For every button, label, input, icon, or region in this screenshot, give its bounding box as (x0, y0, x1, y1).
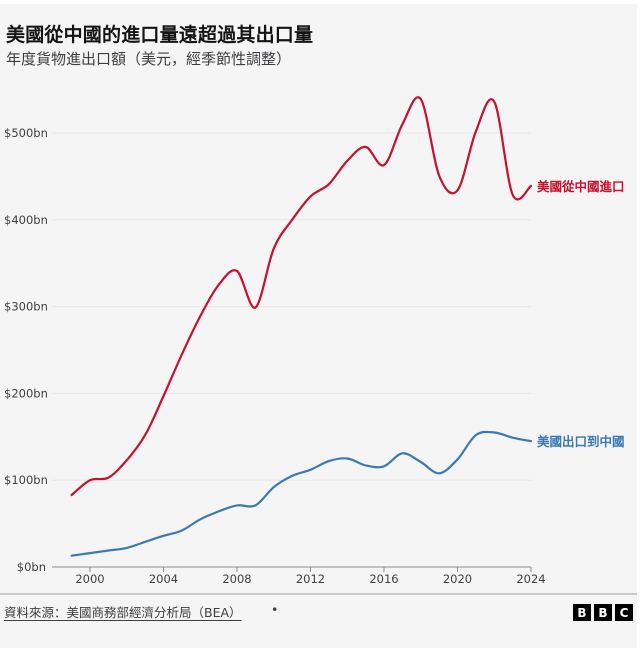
x-tick-label: 2024 (516, 572, 545, 586)
y-tick-label: $100bn (4, 473, 48, 487)
bbc-logo-letter: B (573, 604, 591, 621)
separator-dot: • (271, 602, 279, 617)
x-tick-label: 2020 (443, 572, 472, 586)
x-tick-label: 2016 (369, 572, 398, 586)
exports-line (70, 430, 533, 557)
x-tick-label: 2000 (75, 572, 104, 586)
x-tick-label: 2012 (296, 572, 325, 586)
imports-label: 美國從中國進口 (537, 179, 625, 194)
bbc-logo: B B C (573, 604, 633, 621)
series-lines (70, 96, 533, 557)
y-tick-label: $200bn (4, 386, 48, 400)
bbc-logo-letter: C (615, 604, 633, 621)
exports-label: 美國出口到中國 (537, 434, 625, 449)
imports-line (70, 96, 533, 497)
y-axis: $0bn $100bn $200bn $300bn $400bn $500bn (4, 126, 48, 574)
chart-subtitle: 年度貨物進出口額（美元，經季節性調整） (6, 50, 292, 68)
x-tick-label: 2004 (149, 572, 178, 586)
x-axis: 2000 2004 2008 2012 2016 2020 2024 (52, 566, 546, 586)
chart-card (0, 4, 637, 648)
y-tick-label: $500bn (4, 126, 48, 140)
y-tick-label: $400bn (4, 213, 48, 227)
y-tick-label: $0bn (17, 560, 46, 574)
footer-divider (0, 593, 637, 595)
bbc-logo-letter: B (594, 604, 612, 621)
source-link[interactable]: 資料來源：美國商務部經濟分析局（BEA） (4, 605, 242, 620)
y-tick-label: $300bn (4, 300, 48, 314)
x-tick-label: 2008 (222, 572, 251, 586)
chart-title: 美國從中國的進口量遠超過其出口量 (6, 24, 314, 46)
